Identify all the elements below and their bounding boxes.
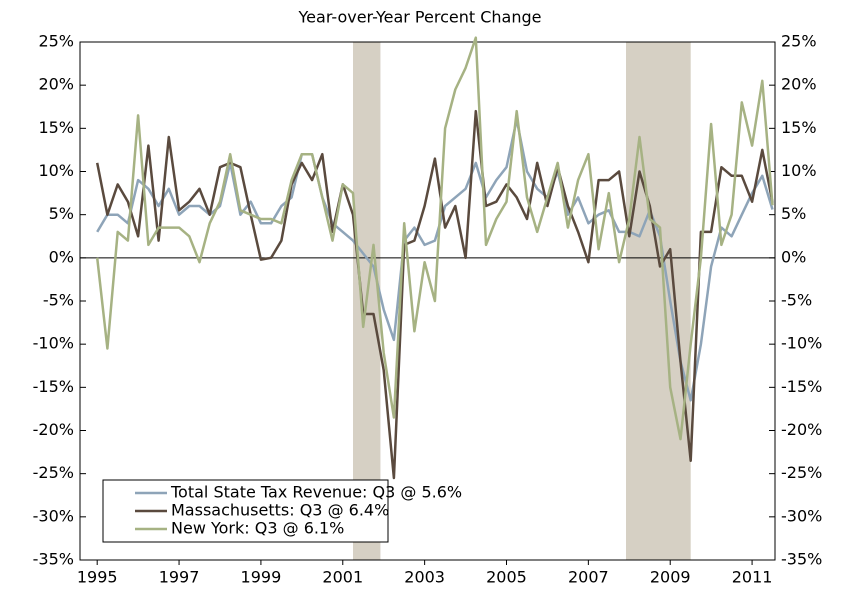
legend-label: Total State Tax Revenue: Q3 @ 5.6% (170, 483, 462, 502)
recession-band (626, 42, 691, 560)
x-tick-label: 2009 (650, 568, 691, 587)
x-tick-label: 1999 (241, 568, 282, 587)
legend-label: Massachusetts: Q3 @ 6.4% (171, 501, 389, 520)
y2-tick-label: 20% (781, 75, 817, 94)
y-tick-label: 10% (38, 161, 74, 180)
x-tick-label: 1995 (77, 568, 118, 587)
x-tick-label: 2005 (486, 568, 527, 587)
y-tick-label: 20% (38, 75, 74, 94)
series-line (95, 36, 774, 441)
y-tick-label: -30% (33, 506, 74, 525)
y-tick-label: -20% (33, 420, 74, 439)
y-tick-label: 25% (38, 32, 74, 51)
y-tick-label: -15% (33, 377, 74, 396)
y2-tick-label: -5% (781, 291, 812, 310)
y2-tick-label: -20% (781, 420, 822, 439)
series-line (95, 109, 774, 480)
x-tick-label: 2011 (732, 568, 773, 587)
y2-tick-label: -30% (781, 506, 822, 525)
y2-tick-label: 25% (781, 32, 817, 51)
legend-label: New York: Q3 @ 6.1% (171, 519, 344, 538)
chart-subtitle: Year-over-Year Percent Change (298, 8, 542, 27)
y-tick-label: -35% (33, 550, 74, 569)
x-tick-label: 2001 (322, 568, 363, 587)
y-tick-label: 5% (49, 204, 74, 223)
y2-tick-label: 0% (781, 247, 806, 266)
y-tick-label: -5% (43, 291, 74, 310)
y2-tick-label: 15% (781, 118, 817, 137)
y2-tick-label: 5% (781, 204, 806, 223)
y2-tick-label: -10% (781, 334, 822, 353)
y2-tick-label: -25% (781, 463, 822, 482)
y-tick-label: 15% (38, 118, 74, 137)
x-tick-label: 1997 (159, 568, 200, 587)
x-tick-label: 2003 (404, 568, 445, 587)
x-tick-label: 2007 (568, 568, 609, 587)
y-tick-label: -25% (33, 463, 74, 482)
y-tick-label: -10% (33, 334, 74, 353)
y2-tick-label: -15% (781, 377, 822, 396)
y-tick-label: 0% (49, 247, 74, 266)
y2-tick-label: -35% (781, 550, 822, 569)
y2-tick-label: 10% (781, 161, 817, 180)
